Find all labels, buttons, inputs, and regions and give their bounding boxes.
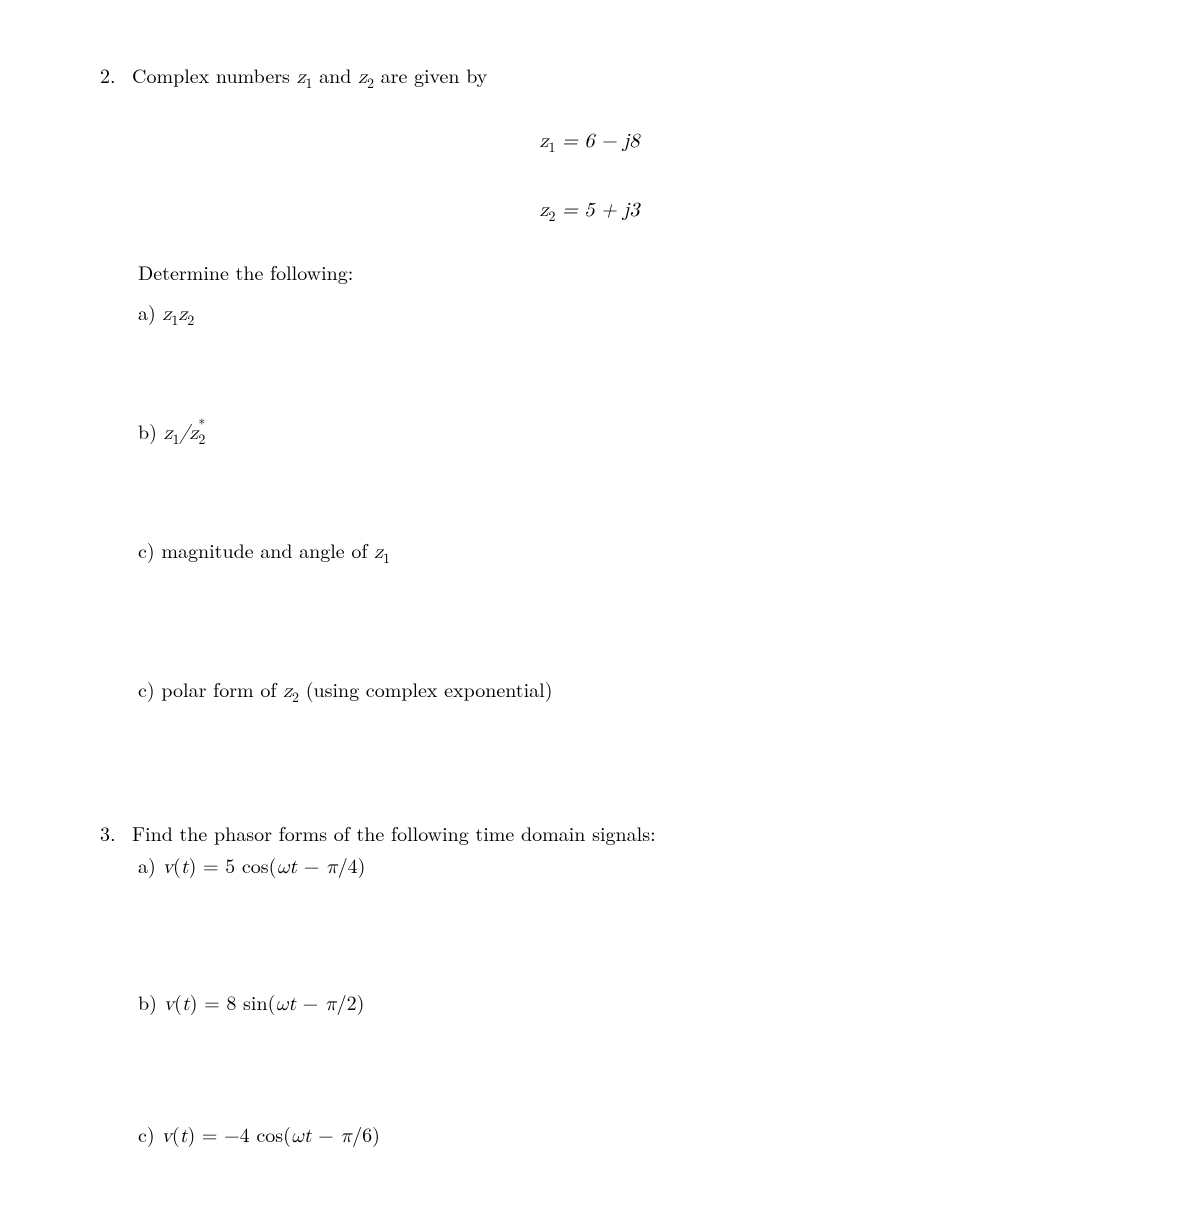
z1-sub: 1 [306, 73, 313, 93]
part-3a-t: t [289, 857, 297, 877]
part-c1-text-pre: magnitude and angle of [161, 535, 374, 564]
problem-2-part-b: b) z1/z2∗ [138, 416, 1079, 450]
part-3b-omega: ω [275, 994, 288, 1014]
part-3a-paren-t: (t) [173, 850, 196, 879]
part-b-z2-subsup: 2∗ [198, 416, 212, 446]
part-b-label: b) [138, 416, 164, 445]
part-3a-v: v [162, 857, 173, 877]
problem-2-part-c1: c) magnitude and angle of z1 [138, 535, 1079, 569]
problem-3-intro: Find the phasor forms of the following t… [132, 818, 1079, 848]
determine-text: Determine the following: [138, 257, 1079, 287]
part-c2-label: c) [138, 674, 161, 703]
part-c1-label: c) [138, 535, 161, 564]
part-3b-eq: = 8 sin( [197, 987, 275, 1016]
part-c2-z2: z [283, 681, 292, 701]
eq2-lhs-var: z [540, 200, 549, 220]
part-3c-rest: − π/6) [311, 1119, 379, 1148]
part-a-label: a) [138, 297, 162, 326]
problem-3-number: 3. [100, 818, 132, 848]
equation-block: z1 = 6 − j8 z2 = 5 + j3 [100, 124, 1079, 227]
part-3c-label: c) [138, 1119, 161, 1148]
problem-2: 2. Complex numbers z1 and z2 are given b… [100, 60, 1079, 708]
intro-and: and [313, 60, 359, 89]
problem-3-part-a: a) v(t) = 5 cos(ωt − π/4) [138, 850, 1079, 882]
problem-2-part-c2: c) polar form of z2 (using complex expon… [138, 674, 1079, 708]
problem-3-part-b: b) v(t) = 8 sin(ωt − π/2) [138, 987, 1079, 1019]
part-3c-v: v [161, 1126, 172, 1146]
part-c1-z1: z [374, 542, 383, 562]
part-3c-eq: = −4 cos( [195, 1119, 291, 1148]
eq2-lhs-sub: 2 [549, 206, 556, 226]
problem-2-intro: Complex numbers z1 and z2 are given by [132, 60, 1079, 94]
part-3c-paren-t: (t) [172, 1119, 195, 1148]
z2-var: z [358, 67, 367, 87]
part-3b-rest: − π/2) [296, 987, 364, 1016]
eq1-rhs: = 6 − j8 [556, 124, 640, 153]
part-b-slash: / [179, 423, 189, 443]
problem-2-header: 2. Complex numbers z1 and z2 are given b… [100, 60, 1079, 94]
part-3a-omega: ω [276, 857, 289, 877]
equation-2: z2 = 5 + j3 [100, 193, 1079, 227]
part-a-z1: z [162, 304, 171, 324]
part-c2-z2-sub: 2 [292, 687, 299, 707]
z2-sub: 2 [367, 73, 374, 93]
problem-2-part-a: a) z1z2 [138, 297, 1079, 331]
problem-3-part-c: c) v(t) = −4 cos(ωt − π/6) [138, 1119, 1079, 1151]
part-3b-t: t [288, 994, 296, 1014]
part-a-z2-sub: 2 [187, 310, 194, 330]
problem-3: 3. Find the phasor forms of the followin… [100, 818, 1079, 1151]
part-c2-text-post: (using complex exponential) [299, 674, 552, 703]
eq2-rhs: = 5 + j3 [556, 200, 640, 220]
part-3a-label: a) [138, 850, 162, 879]
eq1-lhs-var: z [540, 131, 549, 151]
part-3a-eq: = 5 cos( [196, 850, 276, 879]
intro-post: are given by [374, 60, 487, 89]
part-3b-v: v [164, 994, 175, 1014]
eq1-lhs-sub: 1 [549, 137, 556, 157]
problem-2-number: 2. [100, 60, 132, 90]
part-3b-label: b) [138, 987, 164, 1016]
part-c1-z1-sub: 1 [383, 548, 390, 568]
part-3b-paren-t: (t) [174, 987, 197, 1016]
intro-pre: Complex numbers [132, 60, 297, 89]
equation-1: z1 = 6 − j8 [100, 124, 1079, 158]
problem-3-header: 3. Find the phasor forms of the followin… [100, 818, 1079, 848]
part-a-z2: z [178, 304, 187, 324]
part-3c-omega: ω [291, 1126, 304, 1146]
z1-var: z [297, 67, 306, 87]
part-b-z2-sub: 2 [198, 429, 205, 450]
eq1-rhs-text: = 6 − j8 [556, 131, 640, 151]
part-b-z2: z [189, 423, 198, 443]
part-3a-rest: − π/4) [297, 850, 365, 879]
part-c2-text-pre: polar form of [161, 674, 283, 703]
part-b-z2-sup: ∗ [198, 410, 205, 431]
